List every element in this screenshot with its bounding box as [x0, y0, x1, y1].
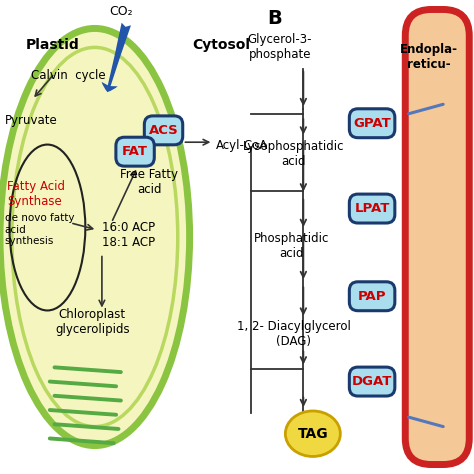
Text: FAT: FAT: [122, 145, 148, 158]
Text: Plastid: Plastid: [26, 38, 80, 52]
Ellipse shape: [0, 28, 190, 446]
Text: TAG: TAG: [298, 427, 328, 441]
Text: 1, 2- Diacylglycerol
(DAG): 1, 2- Diacylglycerol (DAG): [237, 320, 351, 348]
Text: 16:0 ACP
18:1 ACP: 16:0 ACP 18:1 ACP: [102, 220, 155, 249]
Text: GPAT: GPAT: [353, 117, 391, 130]
FancyBboxPatch shape: [349, 367, 395, 396]
FancyBboxPatch shape: [116, 137, 154, 166]
Text: CO₂: CO₂: [109, 5, 133, 18]
Text: Cytosol: Cytosol: [192, 38, 250, 52]
Text: Chloroplast
glycerolipids: Chloroplast glycerolipids: [55, 308, 130, 337]
FancyBboxPatch shape: [349, 282, 395, 311]
Text: Pyruvate: Pyruvate: [5, 114, 57, 128]
Text: Lysophosphatidic
acid: Lysophosphatidic acid: [243, 140, 345, 168]
Ellipse shape: [285, 411, 340, 456]
FancyBboxPatch shape: [144, 116, 182, 145]
Text: Endopla-
reticu-: Endopla- reticu-: [400, 43, 458, 71]
Text: de novo fatty
acid
synthesis: de novo fatty acid synthesis: [5, 213, 74, 246]
Text: Phosphatidic
acid: Phosphatidic acid: [254, 232, 329, 261]
Text: Acyl-CoA: Acyl-CoA: [216, 139, 268, 153]
FancyBboxPatch shape: [405, 9, 469, 465]
Text: Fatty Acid
Synthase: Fatty Acid Synthase: [7, 180, 65, 209]
Text: PAP: PAP: [358, 290, 386, 303]
Text: Glycerol-3-
phosphate: Glycerol-3- phosphate: [247, 33, 312, 62]
Text: ACS: ACS: [149, 124, 178, 137]
Text: B: B: [267, 9, 283, 28]
FancyBboxPatch shape: [349, 109, 395, 138]
FancyBboxPatch shape: [349, 194, 395, 223]
Text: Free Fatty
acid: Free Fatty acid: [120, 168, 178, 197]
Text: DGAT: DGAT: [352, 375, 392, 388]
Text: LPAT: LPAT: [355, 202, 390, 215]
Text: Calvin  cycle: Calvin cycle: [31, 69, 105, 82]
